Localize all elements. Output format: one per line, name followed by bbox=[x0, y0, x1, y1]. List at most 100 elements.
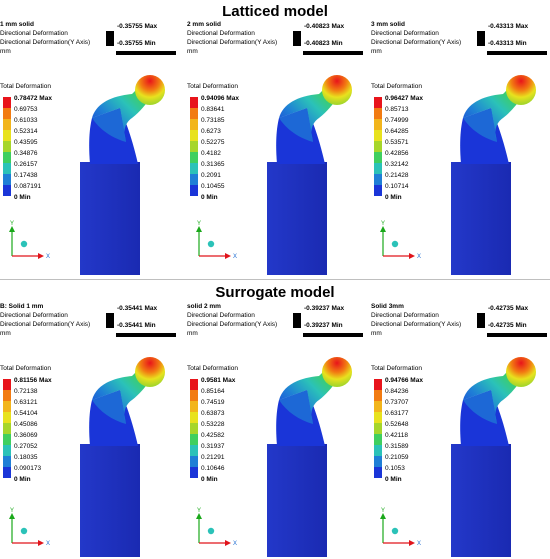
legend-value: 0.2091 bbox=[201, 172, 221, 179]
legend-color-ramp bbox=[374, 97, 382, 196]
legend-value: 0.34876 bbox=[14, 150, 38, 157]
legend-color-ramp bbox=[374, 379, 382, 478]
deformation-gauge: -0.42735 Max -0.42735 Min bbox=[471, 305, 550, 345]
gauge-bar bbox=[487, 51, 547, 55]
panel-header: 2 mm solid Directional Deformation Directi… bbox=[187, 20, 277, 56]
legend-value: 0.10455 bbox=[201, 183, 225, 190]
legend-swatch bbox=[3, 379, 11, 390]
y-axis-arrow bbox=[380, 513, 386, 519]
legend-swatch bbox=[374, 379, 382, 390]
panel-header: solid 2 mm Directional Deformation Directi… bbox=[187, 302, 277, 338]
legend-value: 0.31365 bbox=[201, 161, 225, 168]
max-value: -0.35441 Max bbox=[117, 305, 158, 312]
legend-swatch bbox=[190, 174, 198, 185]
origin-sphere bbox=[207, 527, 215, 535]
legend-swatch bbox=[3, 152, 11, 163]
section-title-latticed: Latticed model bbox=[222, 3, 328, 20]
legend-value: 0.74519 bbox=[201, 399, 225, 406]
legend-value: 0.63121 bbox=[14, 399, 38, 406]
legend-swatch bbox=[190, 108, 198, 119]
fem-model-render bbox=[451, 75, 536, 275]
legend-swatch bbox=[3, 130, 11, 141]
x-axis-arrow bbox=[409, 253, 415, 259]
gauge-bar bbox=[303, 333, 363, 337]
y-axis-arrow bbox=[196, 226, 202, 232]
result-panel: 1 mm solid Directional Deformation Directi… bbox=[0, 20, 183, 275]
result-type: Directional Deformation bbox=[187, 30, 255, 37]
origin-sphere bbox=[207, 240, 215, 248]
x-axis-label: X bbox=[46, 254, 50, 260]
legend-swatch bbox=[3, 97, 11, 108]
result-panel: B: Solid 1 mm Directional Deformation Dire… bbox=[0, 302, 183, 557]
legend-value: 0.94766 Max bbox=[385, 377, 423, 384]
legend-swatch bbox=[3, 119, 11, 130]
x-axis-arrow bbox=[38, 540, 44, 546]
legend-swatch bbox=[190, 390, 198, 401]
legend-swatch bbox=[374, 390, 382, 401]
panel-header: 3 mm solid Directional Deformation Directi… bbox=[371, 20, 461, 56]
y-axis-label: Y bbox=[381, 221, 385, 227]
legend-swatch bbox=[190, 97, 198, 108]
y-axis-label: Y bbox=[10, 508, 14, 514]
legend-color-ramp bbox=[3, 379, 11, 478]
result-type: Directional Deformation bbox=[371, 30, 439, 37]
gauge-marker bbox=[106, 31, 114, 46]
result-panel: Solid 3mm Directional Deformation Directio… bbox=[371, 302, 550, 557]
deformation-gauge: -0.39237 Max -0.39237 Min bbox=[287, 305, 370, 345]
result-unit: mm bbox=[371, 48, 382, 55]
legend-swatch bbox=[374, 401, 382, 412]
model-base bbox=[451, 162, 511, 275]
origin-sphere bbox=[20, 240, 28, 248]
deformation-gauge: -0.43313 Max -0.43313 Min bbox=[471, 23, 550, 63]
legend-swatch bbox=[374, 108, 382, 119]
fem-model-render bbox=[80, 75, 165, 275]
legend-value: 0 Min bbox=[385, 194, 402, 201]
legend-swatch bbox=[190, 467, 198, 478]
y-axis-arrow bbox=[9, 513, 15, 519]
model-neck-shade bbox=[92, 108, 126, 142]
legend-value: 0.18035 bbox=[14, 454, 38, 461]
legend-swatch bbox=[190, 152, 198, 163]
legend-title: Total Deformation bbox=[187, 83, 238, 90]
y-axis-label: Y bbox=[197, 221, 201, 227]
max-value: -0.39237 Max bbox=[304, 305, 345, 312]
model-neck-shade bbox=[463, 390, 497, 424]
result-unit: mm bbox=[0, 48, 11, 55]
gauge-bar bbox=[116, 51, 176, 55]
fem-model-render bbox=[267, 357, 352, 557]
x-axis-label: X bbox=[233, 254, 237, 260]
legend-value: 0.090173 bbox=[14, 465, 42, 472]
min-value: -0.35441 Min bbox=[117, 322, 156, 329]
deformation-gauge: -0.35441 Max -0.35441 Min bbox=[100, 305, 183, 345]
panel-name: 1 mm solid bbox=[0, 21, 34, 28]
fem-model-render bbox=[80, 357, 165, 557]
min-value: -0.42735 Min bbox=[488, 322, 527, 329]
min-value: -0.39237 Min bbox=[304, 322, 343, 329]
legend-swatch bbox=[374, 434, 382, 445]
result-detail: Directional Deformation(Y Axis) bbox=[371, 321, 462, 328]
legend-value: 0.54104 bbox=[14, 410, 38, 417]
legend-value: 0.42582 bbox=[201, 432, 225, 439]
x-axis-arrow bbox=[225, 540, 231, 546]
min-value: -0.40823 Min bbox=[304, 40, 343, 47]
legend-swatch bbox=[3, 434, 11, 445]
axis-triad: YX bbox=[196, 221, 237, 260]
model-neck-shade bbox=[92, 390, 126, 424]
legend-value: 0.63873 bbox=[201, 410, 225, 417]
model-base bbox=[267, 162, 327, 275]
result-detail: Directional Deformation(Y Axis) bbox=[0, 39, 91, 46]
legend-value: 0 Min bbox=[201, 476, 218, 483]
min-value: -0.35755 Min bbox=[117, 40, 156, 47]
legend-value: 0.36069 bbox=[14, 432, 38, 439]
panel-name: Solid 3mm bbox=[371, 303, 404, 310]
legend-title: Total Deformation bbox=[0, 83, 51, 90]
panel-name: 2 mm solid bbox=[187, 21, 221, 28]
legend-title: Total Deformation bbox=[187, 365, 238, 372]
legend-value: 0 Min bbox=[201, 194, 218, 201]
legend-value: 0.83641 bbox=[201, 106, 225, 113]
legend-value: 0.1053 bbox=[385, 465, 405, 472]
model-head bbox=[506, 75, 536, 105]
legend-labels: 0.94096 Max 0.83641 0.73185 0.6273 0.52275 0.… bbox=[201, 93, 271, 203]
legend-swatch bbox=[190, 163, 198, 174]
gauge-marker bbox=[477, 313, 485, 328]
